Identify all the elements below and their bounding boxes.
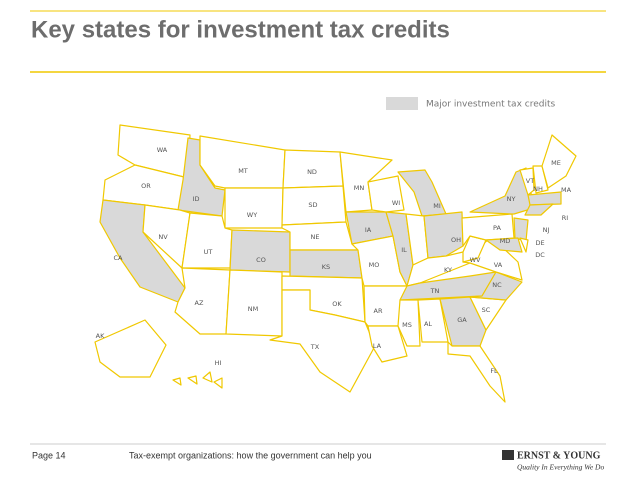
state-label: MT: [238, 167, 248, 175]
state-label: TX: [310, 343, 320, 351]
state-label: LA: [373, 342, 382, 350]
state-label: ID: [193, 195, 200, 203]
state-label: AK: [96, 332, 105, 340]
state-shape: [367, 175, 405, 213]
state-label: AL: [424, 320, 432, 328]
state-label: VT: [526, 177, 534, 185]
state-shape: [94, 319, 167, 378]
state-label: WV: [470, 256, 481, 264]
state-label: KS: [322, 263, 330, 271]
state-label: NV: [158, 233, 168, 241]
state-label: HI: [215, 359, 222, 367]
state-label: NJ: [543, 226, 550, 234]
state-label: CA: [114, 254, 124, 262]
state-shape: [281, 221, 359, 251]
state-label: KY: [444, 266, 452, 274]
slide-title: Key states for investment tax credits: [31, 16, 450, 43]
logo: ERNST & YOUNG Quality In Everything We D…: [502, 450, 604, 472]
us-map: WA OR CA ID NV MT WY UT CO AZ NM ND SD NE KS OK TX MN IA MO…: [94, 124, 577, 403]
state-shape: [439, 296, 487, 347]
state-shape: [423, 211, 464, 259]
state-label: DC: [535, 251, 545, 259]
state-shape: [224, 187, 284, 229]
state-label: UT: [204, 248, 213, 256]
state-label: OK: [332, 300, 342, 308]
state-label: NH: [533, 185, 543, 193]
state-shape: [229, 229, 291, 273]
state-shape: [199, 135, 286, 189]
state-label: GA: [457, 316, 467, 324]
logo-tagline: Quality In Everything We Do: [517, 463, 604, 472]
state-shape: [519, 237, 529, 253]
state-label: MD: [500, 237, 511, 245]
page-number: Page 14: [32, 450, 66, 460]
state-shape: [524, 203, 554, 216]
state-label: MI: [433, 202, 441, 210]
state-label: MA: [561, 186, 572, 194]
state-label: NC: [492, 281, 502, 289]
state-shape: [269, 289, 376, 393]
state-shape: [532, 165, 549, 194]
legend-swatch: [386, 97, 418, 110]
state-label: AR: [374, 307, 383, 315]
state-label: WA: [157, 146, 168, 154]
state-label: RI: [562, 214, 569, 222]
state-label: MS: [402, 321, 412, 329]
state-label: DE: [535, 239, 544, 247]
state-label: WY: [247, 211, 257, 219]
state-shape: [541, 134, 577, 189]
state-label: WI: [392, 199, 400, 207]
footer-text: Tax-exempt organizations: how the govern…: [129, 450, 372, 460]
logo-name: ERNST & YOUNG: [517, 450, 601, 461]
state-shape: [397, 299, 421, 347]
state-label: PA: [493, 224, 502, 232]
state-label: ME: [551, 159, 561, 167]
state-label: SC: [482, 306, 491, 314]
state-shape: [225, 269, 283, 337]
state-label: ND: [307, 168, 317, 176]
state-label: OR: [141, 182, 151, 190]
state-shape: [469, 271, 523, 301]
state-shape: [527, 191, 562, 206]
state-label: MN: [354, 184, 365, 192]
state-label: VA: [494, 261, 503, 269]
logo-mark: [502, 450, 514, 460]
state-label: MO: [369, 261, 380, 269]
state-label: IL: [401, 246, 407, 254]
legend-label: Major investment tax credits: [426, 100, 555, 110]
state-shape: [367, 325, 408, 363]
state-label: NY: [507, 195, 516, 203]
state-shape: [172, 371, 223, 389]
state-shape: [485, 237, 523, 253]
state-shape: [447, 341, 506, 403]
state-label: SD: [308, 201, 317, 209]
state-label: NM: [248, 305, 258, 313]
state-shape: [519, 167, 535, 196]
state-label: IA: [365, 226, 372, 234]
state-label: OH: [451, 236, 461, 244]
state-label: NE: [311, 233, 320, 241]
state-label: AZ: [195, 299, 204, 307]
state-label: TN: [430, 287, 440, 295]
state-label: FL: [490, 367, 498, 375]
state-label: CO: [256, 256, 266, 264]
